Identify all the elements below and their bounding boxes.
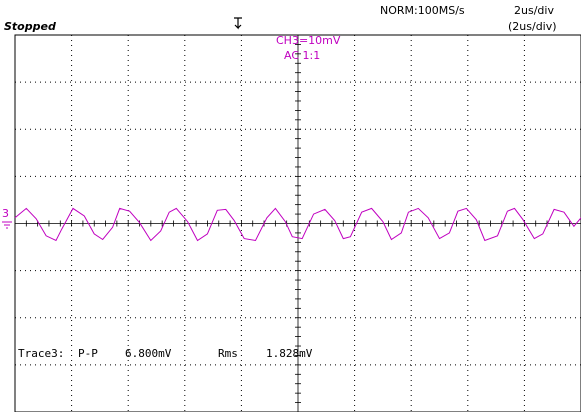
measurement-pp-value: 6.800mV bbox=[125, 347, 172, 360]
timebase-label: 2us/div bbox=[514, 4, 554, 17]
acquisition-mode-label: NORM:100MS/s bbox=[380, 4, 465, 17]
channel-scale-label: CH3=10mV bbox=[276, 34, 341, 47]
timebase-secondary-label: (2us/div) bbox=[508, 20, 557, 33]
measurement-pp-label: P-P bbox=[78, 347, 98, 360]
trace-3-waveform bbox=[14, 207, 581, 242]
channel-coupling-label: AC 1:1 bbox=[284, 49, 320, 62]
channel-ground-marker-icon: 3 bbox=[2, 207, 12, 229]
measurement-rms-label: Rms bbox=[218, 347, 238, 360]
measurement-trace-label: Trace3: bbox=[18, 347, 64, 360]
measurement-rms-value: 1.828mV bbox=[266, 347, 313, 360]
run-state-label: Stopped bbox=[4, 20, 56, 33]
trigger-position-icon bbox=[234, 17, 242, 30]
svg-text:3: 3 bbox=[2, 207, 9, 220]
graticule-grid bbox=[15, 35, 581, 412]
